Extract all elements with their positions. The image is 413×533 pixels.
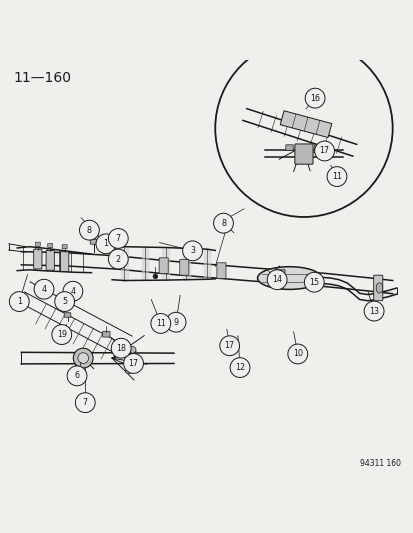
Circle shape xyxy=(304,272,323,292)
Circle shape xyxy=(314,141,334,161)
FancyBboxPatch shape xyxy=(314,145,321,150)
Circle shape xyxy=(326,167,346,187)
FancyBboxPatch shape xyxy=(33,249,42,269)
Circle shape xyxy=(119,341,126,347)
Circle shape xyxy=(63,281,83,301)
Text: 16: 16 xyxy=(309,94,319,103)
FancyBboxPatch shape xyxy=(179,260,188,275)
Text: 17: 17 xyxy=(224,341,234,350)
Circle shape xyxy=(55,292,74,311)
Circle shape xyxy=(304,88,324,108)
Text: 11—160: 11—160 xyxy=(13,70,71,85)
Circle shape xyxy=(215,39,392,217)
Circle shape xyxy=(73,348,93,368)
FancyBboxPatch shape xyxy=(216,263,225,278)
Circle shape xyxy=(287,344,307,364)
Circle shape xyxy=(182,241,202,261)
Circle shape xyxy=(150,313,170,333)
FancyBboxPatch shape xyxy=(373,275,382,301)
Circle shape xyxy=(111,338,131,358)
Circle shape xyxy=(52,325,71,344)
Text: 6: 6 xyxy=(74,372,79,381)
Circle shape xyxy=(213,213,233,233)
FancyBboxPatch shape xyxy=(62,245,67,249)
Circle shape xyxy=(78,353,88,364)
Text: 17: 17 xyxy=(319,147,329,156)
FancyBboxPatch shape xyxy=(285,145,292,150)
Circle shape xyxy=(67,366,87,386)
FancyBboxPatch shape xyxy=(64,313,71,317)
FancyBboxPatch shape xyxy=(60,252,69,271)
Text: 4: 4 xyxy=(41,285,46,294)
Circle shape xyxy=(108,249,128,269)
Text: 17: 17 xyxy=(128,359,138,368)
Text: 19: 19 xyxy=(57,330,66,339)
Text: 4: 4 xyxy=(70,287,75,296)
Circle shape xyxy=(96,234,116,254)
FancyBboxPatch shape xyxy=(47,244,52,247)
Text: 14: 14 xyxy=(271,275,282,284)
Text: 7: 7 xyxy=(83,398,88,407)
FancyBboxPatch shape xyxy=(102,332,110,337)
Text: 13: 13 xyxy=(368,306,378,316)
Circle shape xyxy=(166,312,185,332)
Text: 9: 9 xyxy=(173,318,178,327)
Circle shape xyxy=(267,270,286,289)
Text: 8: 8 xyxy=(87,225,92,235)
Text: 10: 10 xyxy=(292,350,302,359)
Text: 7: 7 xyxy=(116,234,121,243)
Text: 8: 8 xyxy=(221,219,225,228)
Text: 94311 160: 94311 160 xyxy=(359,459,400,468)
Circle shape xyxy=(125,367,132,374)
Text: 3: 3 xyxy=(190,246,195,255)
FancyBboxPatch shape xyxy=(159,258,168,273)
Text: 5: 5 xyxy=(62,297,67,306)
Circle shape xyxy=(75,393,95,413)
FancyBboxPatch shape xyxy=(46,251,54,270)
Circle shape xyxy=(230,358,249,377)
Text: 18: 18 xyxy=(116,344,126,353)
Text: 11: 11 xyxy=(155,319,165,328)
Circle shape xyxy=(9,292,29,311)
Circle shape xyxy=(108,229,128,248)
FancyBboxPatch shape xyxy=(35,242,40,246)
Ellipse shape xyxy=(257,266,321,289)
Text: 1: 1 xyxy=(103,239,108,248)
Polygon shape xyxy=(280,111,331,138)
Text: 12: 12 xyxy=(235,363,244,372)
FancyBboxPatch shape xyxy=(90,239,97,244)
Circle shape xyxy=(219,336,239,356)
Circle shape xyxy=(152,274,157,279)
Text: 1: 1 xyxy=(17,297,22,306)
Text: 2: 2 xyxy=(116,255,121,264)
Circle shape xyxy=(123,353,143,373)
FancyBboxPatch shape xyxy=(276,270,284,283)
Circle shape xyxy=(363,301,383,321)
Text: 15: 15 xyxy=(309,278,318,287)
Circle shape xyxy=(34,279,54,299)
Text: 11: 11 xyxy=(331,172,341,181)
FancyBboxPatch shape xyxy=(294,144,312,164)
Circle shape xyxy=(79,220,99,240)
Ellipse shape xyxy=(375,283,382,293)
Circle shape xyxy=(129,346,136,353)
